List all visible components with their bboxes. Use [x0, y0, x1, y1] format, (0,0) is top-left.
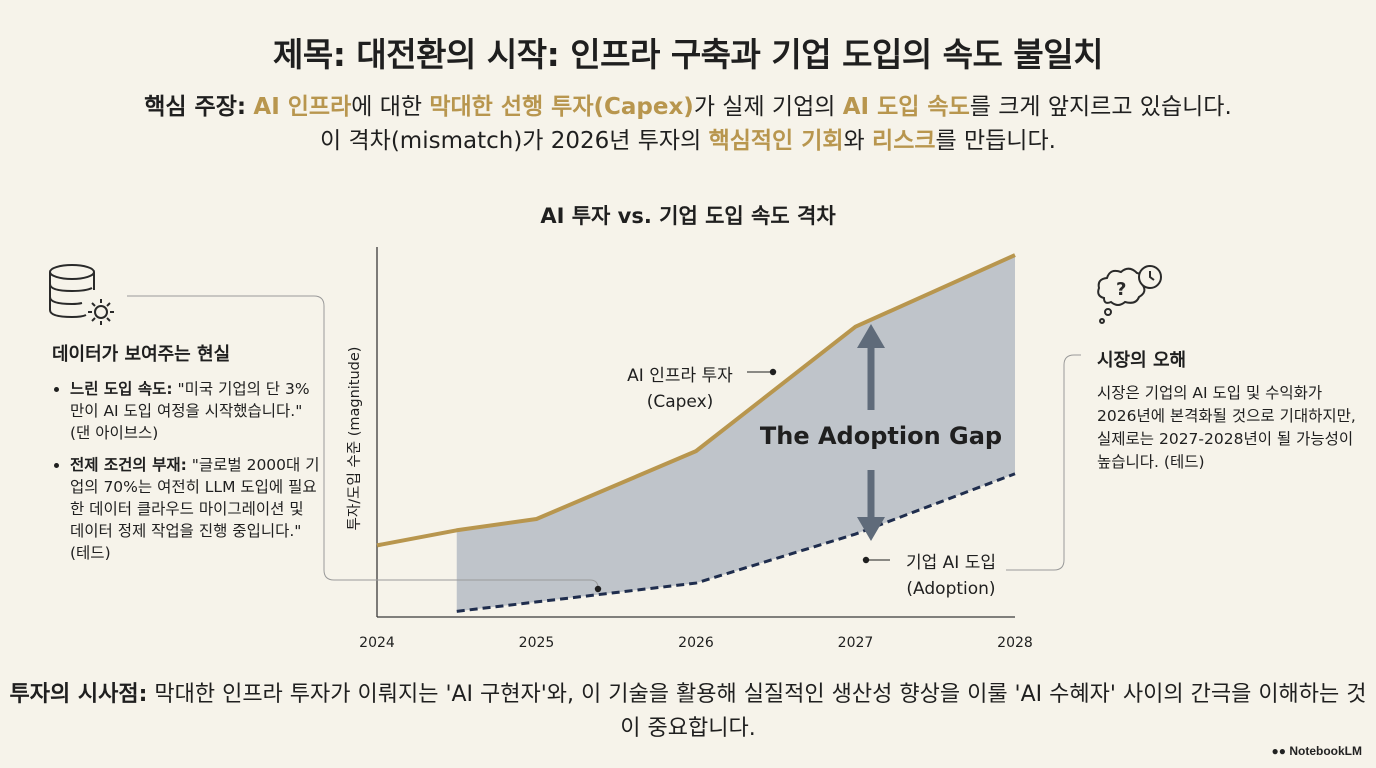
claim-highlight-opportunity: 핵심적인 기회 [708, 128, 844, 154]
capex-series-label: AI 인프라 투자 [627, 366, 733, 386]
adoption-label-dot [862, 556, 870, 564]
list-item-label: 느린 도입 속도: [70, 380, 173, 398]
claim-highlight-ai-infra: AI 인프라 [253, 94, 352, 120]
x-tick-label: 2026 [678, 635, 714, 651]
key-claim: 핵심 주장: AI 인프라에 대한 막대한 선행 투자(Capex)가 실제 기… [0, 90, 1376, 158]
right-panel-heading: 시장의 오해 [1097, 350, 1187, 371]
left-panel-data-reality: 데이터가 보여주는 현실 느린 도입 속도: "미국 기업의 단 3%만이 AI… [52, 340, 322, 574]
list-item: 전제 조건의 부재: "글로벌 2000대 기업의 70%는 여전히 LLM 도… [70, 454, 322, 564]
list-item-text: "글로벌 2000대 기업의 70%는 여전히 LLM 도입에 필요한 데이터 … [70, 456, 320, 562]
right-connector-line [1006, 354, 1081, 571]
capex-label-dot [769, 368, 777, 376]
left-connector-dot [594, 585, 602, 593]
implication-label: 투자의 시사점: [9, 682, 148, 707]
left-panel-list: 느린 도입 속도: "미국 기업의 단 3%만이 AI 도입 여정을 시작했습니… [52, 378, 322, 564]
brand-logo: ●● NotebookLM [1272, 744, 1363, 758]
list-item-text: "미국 기업의 단 3%만이 AI 도입 여정을 시작했습니다." (댄 아이브… [70, 380, 310, 442]
page-title: 제목: 대전환의 시작: 인프라 구축과 기업 도입의 속도 불일치 [273, 35, 1103, 74]
right-panel-market-misconception: 시장의 오해 시장은 기업의 AI 도입 및 수익화가 2026년에 본격화될 … [1097, 346, 1357, 474]
claim-label: 핵심 주장: [144, 94, 247, 120]
list-item-label: 전제 조건의 부재: [70, 456, 187, 474]
gap-arrow-down-head [857, 517, 885, 541]
investment-implication: 투자의 시사점: 막대한 인프라 투자가 이뤄지는 'AI 구현자'와, 이 기… [0, 678, 1376, 746]
x-tick-label: 2028 [997, 635, 1033, 651]
adoption-series-label: 기업 AI 도입 [906, 553, 996, 573]
right-panel-text: 시장은 기업의 AI 도입 및 수익화가 2026년에 본격화될 것으로 기대하… [1097, 384, 1356, 471]
claim-text: 를 만듭니다. [935, 128, 1056, 154]
x-tick-label: 2025 [519, 635, 555, 651]
claim-highlight-capex: 막대한 선행 투자(Capex) [429, 94, 694, 120]
svg-text:?: ? [1116, 279, 1126, 300]
capex-series-label: (Capex) [647, 392, 714, 412]
list-item: 느린 도입 속도: "미국 기업의 단 3%만이 AI 도입 여정을 시작했습니… [70, 378, 322, 444]
chart-title: AI 투자 vs. 기업 도입 속도 격차 [540, 204, 836, 228]
left-panel-heading: 데이터가 보여주는 현실 [52, 344, 231, 365]
claim-text: 이 격차(mismatch)가 2026년 투자의 [320, 128, 709, 154]
claim-text: 가 실제 기업의 [693, 94, 843, 120]
adoption-series-label: (Adoption) [906, 579, 995, 599]
capex-series-line [376, 253, 1016, 548]
left-connector-line [127, 295, 599, 589]
database-gear-icon [49, 264, 114, 325]
thought-bubble-clock-icon: ? [1097, 265, 1162, 324]
brand-label: NotebookLM [1289, 744, 1362, 758]
claim-text: 에 대한 [351, 94, 430, 120]
gap-arrow-up-head [857, 324, 885, 348]
claim-highlight-risk: 리스크 [872, 128, 936, 154]
claim-text: 와 [843, 128, 873, 154]
brand-icon: ●● [1271, 744, 1290, 758]
claim-text: 를 크게 앞지르고 있습니다. [969, 94, 1232, 120]
x-tick-label: 2027 [838, 635, 874, 651]
x-tick-label: 2024 [359, 635, 395, 651]
adoption-series-line [456, 472, 1016, 613]
claim-highlight-adoption: AI 도입 속도 [842, 94, 970, 120]
implication-text: 막대한 인프라 투자가 이뤄지는 'AI 구현자'와, 이 기술을 활용해 실질… [147, 682, 1367, 741]
y-axis-label: 투자/도입 수준 (magnitude) [346, 347, 363, 531]
gap-label: The Adoption Gap [760, 422, 1002, 450]
